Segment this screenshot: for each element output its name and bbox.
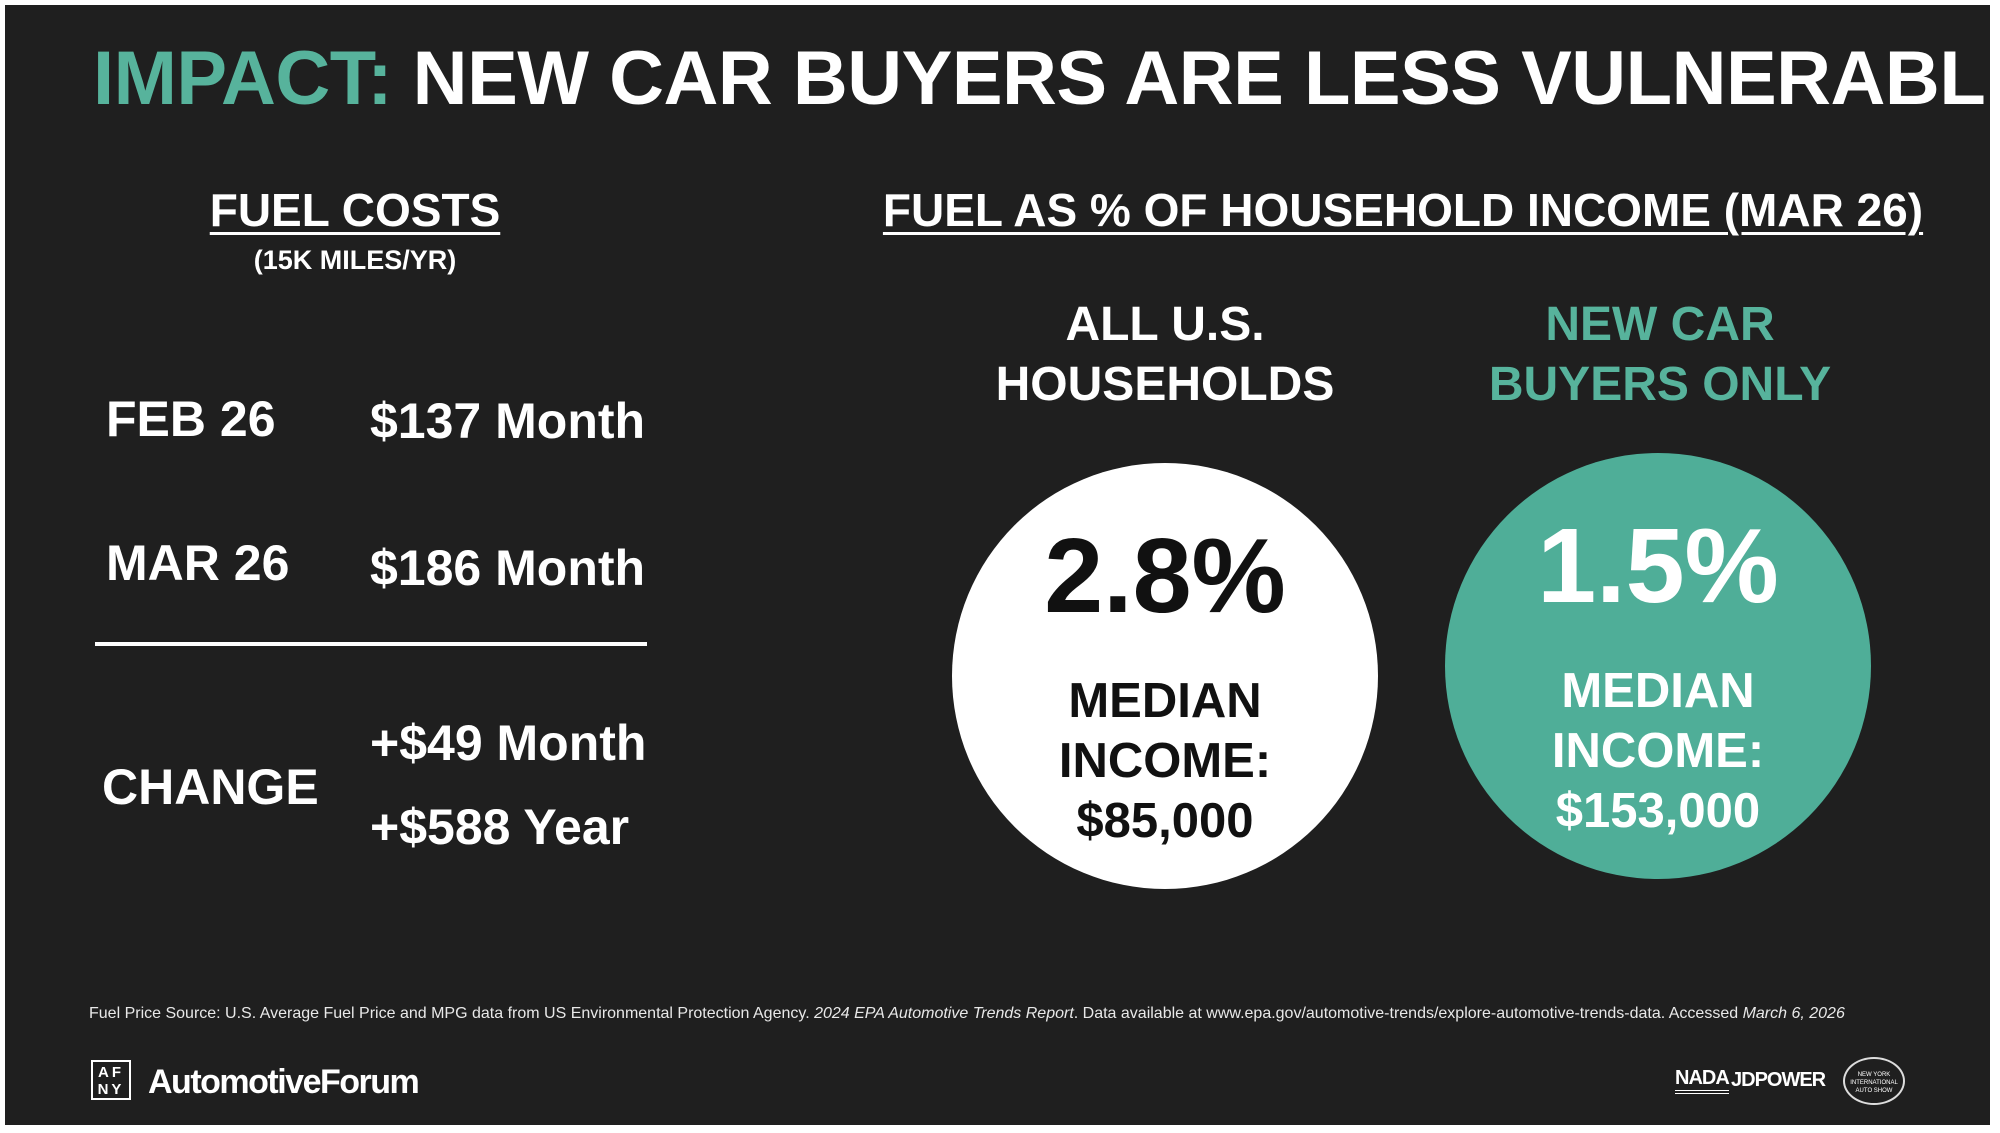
slide: IMPACT: NEW CAR BUYERS ARE LESS VULNERAB… bbox=[5, 5, 2000, 1125]
automotive-forum-logo-text: AutomotiveForum bbox=[148, 1063, 420, 1101]
title-prefix: IMPACT: bbox=[93, 36, 393, 121]
median-line: MEDIAN bbox=[1561, 664, 1755, 718]
source-note: Fuel Price Source: U.S. Average Fuel Pri… bbox=[89, 1005, 1845, 1023]
change-monthly: +$49 Month bbox=[370, 715, 647, 771]
source-date: March 6, 2026 bbox=[1742, 1005, 1845, 1022]
new-car-buyers-circle: 1.5% MEDIAN INCOME: $153,000 bbox=[1445, 453, 1871, 879]
fuel-costs-heading: FUEL COSTS bbox=[209, 184, 501, 236]
median-line: MEDIAN bbox=[1068, 674, 1262, 728]
label-line: NEW CAR bbox=[1545, 298, 1775, 351]
all-households-median: MEDIAN INCOME: $85,000 bbox=[1059, 671, 1271, 851]
all-households-label: ALL U.S. HOUSEHOLDS bbox=[955, 295, 1375, 415]
ny-auto-show-logo: NEW YORK INTERNATIONAL AUTO SHOW bbox=[1843, 1057, 1905, 1105]
mar-label: MAR 26 bbox=[106, 535, 290, 591]
median-value: $153,000 bbox=[1555, 784, 1761, 838]
change-yearly: +$588 Year bbox=[370, 799, 630, 855]
all-households-percent: 2.8% bbox=[1044, 517, 1286, 635]
divider bbox=[95, 642, 647, 646]
change-label: CHANGE bbox=[102, 759, 319, 815]
mar-value: $186 Month bbox=[370, 540, 646, 596]
title-main: NEW CAR BUYERS ARE LESS VULNERABLE bbox=[392, 36, 2000, 121]
all-households-circle: 2.8% MEDIAN INCOME: $85,000 bbox=[952, 463, 1378, 889]
feb-value: $137 Month bbox=[370, 393, 646, 449]
median-line: INCOME: bbox=[1551, 724, 1765, 778]
median-value: $85,000 bbox=[1076, 794, 1254, 848]
source-text: Fuel Price Source: U.S. Average Fuel Pri… bbox=[89, 1005, 815, 1022]
fuel-costs-subheading: (15K MILES/YR) bbox=[253, 245, 457, 275]
label-line: ALL U.S. bbox=[1065, 298, 1265, 351]
new-car-buyers-label: NEW CAR BUYERS ONLY bbox=[1450, 295, 1870, 415]
label-line: HOUSEHOLDS bbox=[995, 358, 1335, 411]
slide-title: IMPACT: NEW CAR BUYERS ARE LESS VULNERAB… bbox=[93, 35, 2000, 122]
median-line: INCOME: bbox=[1058, 734, 1272, 788]
new-car-buyers-median: MEDIAN INCOME: $153,000 bbox=[1552, 661, 1764, 841]
label-line: BUYERS ONLY bbox=[1488, 358, 1832, 411]
income-heading: FUEL AS % OF HOUSEHOLD INCOME (MAR 26) bbox=[882, 184, 1924, 236]
jdpower-logo: JDPOWER bbox=[1731, 1069, 1826, 1091]
feb-label: FEB 26 bbox=[106, 391, 276, 447]
new-car-buyers-percent: 1.5% bbox=[1537, 507, 1779, 625]
source-text: . Data available at www.epa.gov/automoti… bbox=[1073, 1005, 1743, 1022]
nada-logo: NADA bbox=[1675, 1067, 1730, 1094]
af-ny-logo-mark: AF NY bbox=[91, 1060, 131, 1100]
source-report: 2024 EPA Automotive Trends Report bbox=[814, 1005, 1074, 1022]
